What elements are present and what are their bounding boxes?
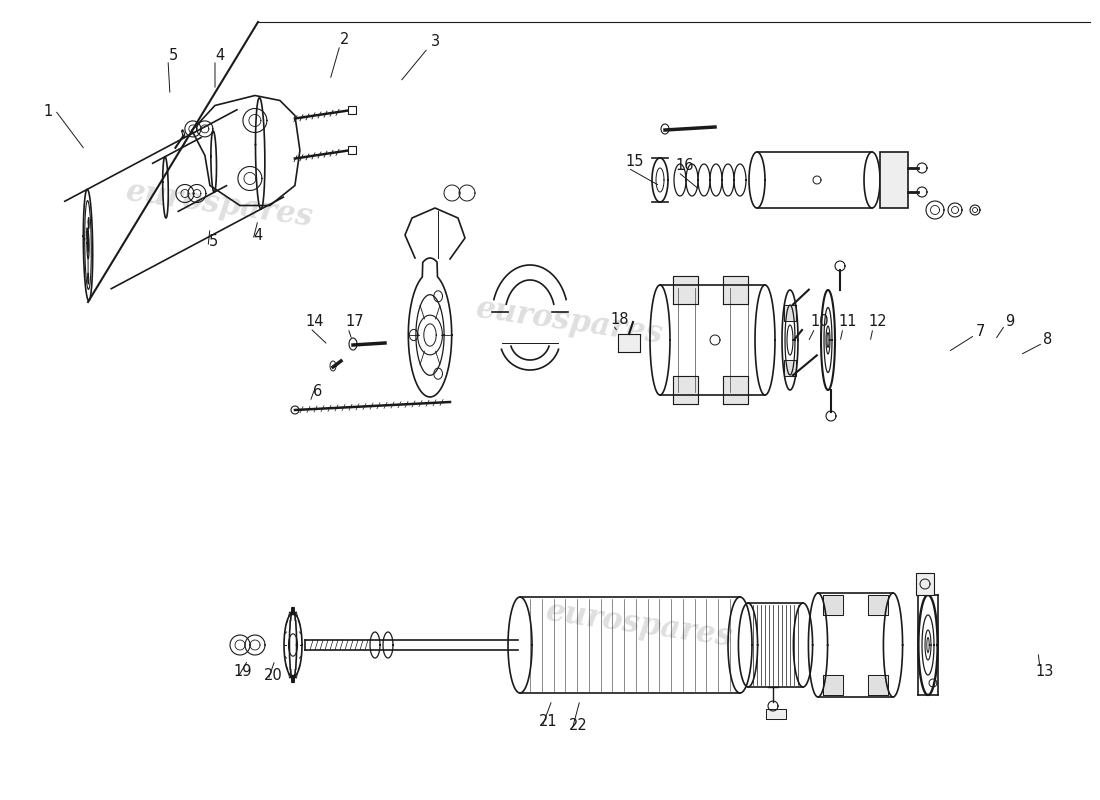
Text: 13: 13 xyxy=(1036,665,1054,679)
Polygon shape xyxy=(766,709,786,719)
Text: 2: 2 xyxy=(340,33,350,47)
Text: 20: 20 xyxy=(264,667,283,682)
Polygon shape xyxy=(673,276,698,304)
Text: 21: 21 xyxy=(539,714,558,730)
Text: 8: 8 xyxy=(1044,333,1053,347)
Text: eurospares: eurospares xyxy=(474,294,666,350)
Text: 18: 18 xyxy=(610,313,629,327)
Text: 7: 7 xyxy=(976,325,984,339)
Text: 1: 1 xyxy=(43,105,53,119)
Polygon shape xyxy=(723,276,748,304)
FancyBboxPatch shape xyxy=(916,573,934,595)
Polygon shape xyxy=(868,675,888,695)
Text: 15: 15 xyxy=(626,154,645,170)
Text: 10: 10 xyxy=(811,314,829,330)
Polygon shape xyxy=(784,359,796,375)
Polygon shape xyxy=(823,675,843,695)
Polygon shape xyxy=(784,305,796,321)
FancyBboxPatch shape xyxy=(880,152,907,208)
Polygon shape xyxy=(618,334,640,352)
FancyBboxPatch shape xyxy=(348,146,356,154)
Polygon shape xyxy=(868,595,888,615)
Text: 3: 3 xyxy=(430,34,440,50)
Text: 22: 22 xyxy=(569,718,587,733)
Polygon shape xyxy=(673,376,698,404)
Text: 11: 11 xyxy=(838,314,857,330)
FancyBboxPatch shape xyxy=(348,106,356,114)
Polygon shape xyxy=(823,595,843,615)
Text: 16: 16 xyxy=(675,158,694,173)
Text: 12: 12 xyxy=(869,314,888,330)
Text: 4: 4 xyxy=(216,47,224,62)
Text: 19: 19 xyxy=(233,665,252,679)
Text: 6: 6 xyxy=(314,385,322,399)
Text: 5: 5 xyxy=(208,234,218,250)
Text: 5: 5 xyxy=(168,47,177,62)
Text: 17: 17 xyxy=(345,314,364,330)
Text: eurospares: eurospares xyxy=(544,597,736,654)
Polygon shape xyxy=(723,376,748,404)
Text: 14: 14 xyxy=(306,314,324,330)
Text: 9: 9 xyxy=(1005,314,1014,330)
Text: eurospares: eurospares xyxy=(124,177,316,234)
Text: 4: 4 xyxy=(253,227,263,242)
